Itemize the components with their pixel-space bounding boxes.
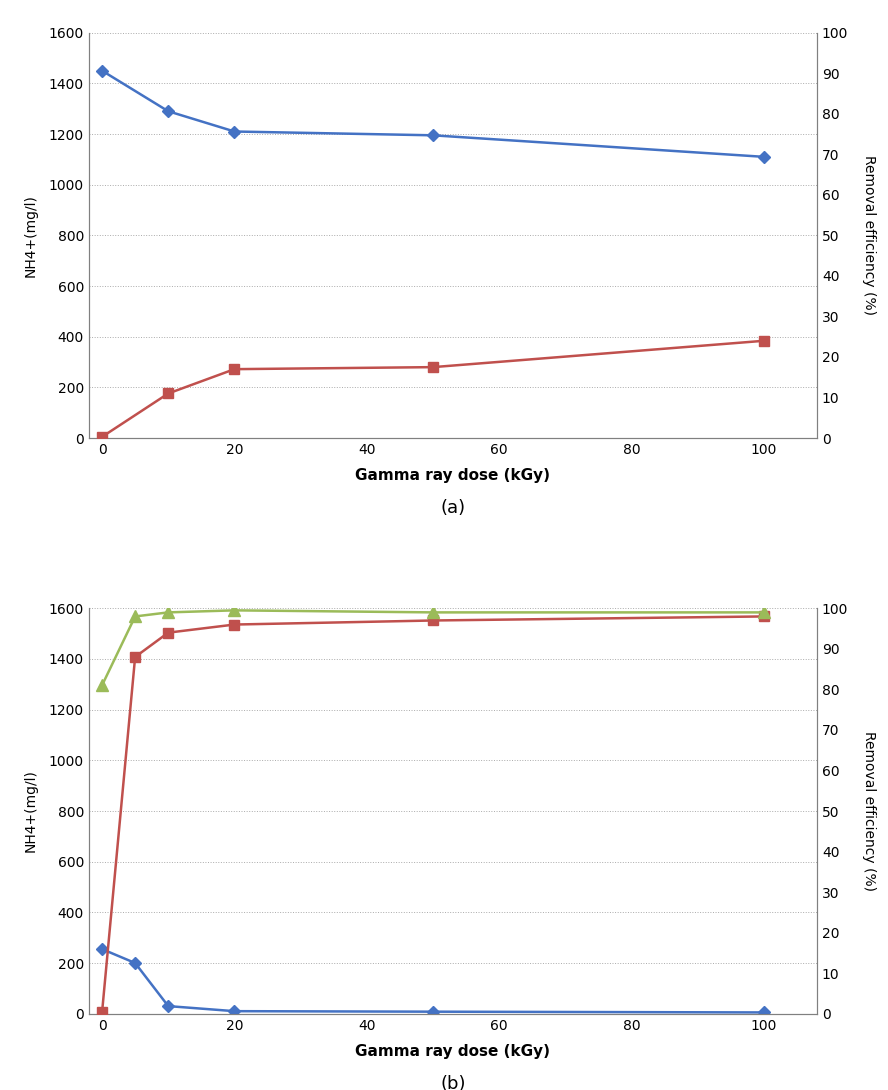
Y-axis label: NH4+(mg/l): NH4+(mg/l)	[24, 770, 37, 852]
Text: (a): (a)	[440, 499, 465, 517]
X-axis label: Gamma ray dose (kGy): Gamma ray dose (kGy)	[355, 468, 551, 483]
Y-axis label: Removal efficiency (%): Removal efficiency (%)	[862, 731, 876, 891]
Text: (b): (b)	[440, 1075, 465, 1090]
Y-axis label: NH4+(mg/l): NH4+(mg/l)	[24, 194, 37, 277]
Y-axis label: Removal efficiency (%): Removal efficiency (%)	[862, 156, 876, 315]
X-axis label: Gamma ray dose (kGy): Gamma ray dose (kGy)	[355, 1043, 551, 1058]
